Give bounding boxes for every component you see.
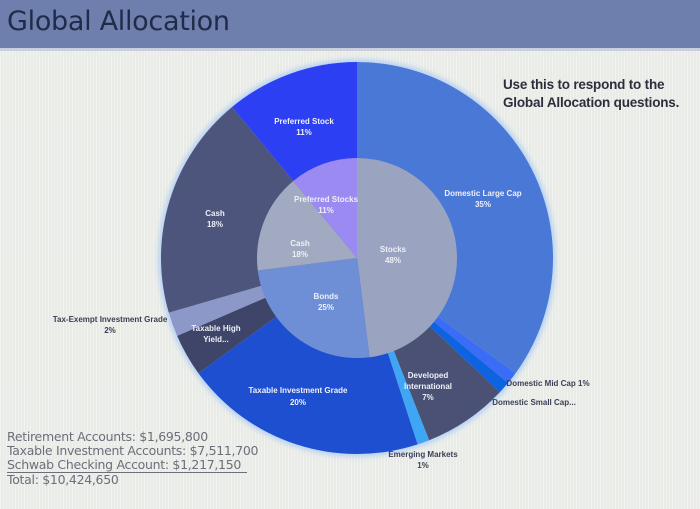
label-taxable-high-yield: Taxable High Yield...: [191, 324, 240, 344]
instruction-line-2: Global Allocation questions.: [503, 95, 680, 110]
svg-text:25%: 25%: [318, 303, 334, 312]
slice-stocks: [357, 158, 457, 358]
svg-text:1%: 1%: [417, 461, 429, 470]
svg-text:Tax-Exempt Investment Grade: Tax-Exempt Investment Grade: [53, 315, 168, 324]
label-cash-inner: Cash 18%: [290, 239, 310, 259]
svg-text:Cash: Cash: [205, 209, 225, 218]
svg-text:48%: 48%: [385, 256, 401, 265]
svg-text:Domestic Large Cap: Domestic Large Cap: [444, 189, 521, 198]
svg-text:Taxable Investment Grade: Taxable Investment Grade: [249, 386, 349, 395]
svg-text:Yield...: Yield...: [203, 335, 229, 344]
label-emerging-markets: Emerging Markets 1%: [388, 450, 458, 470]
svg-text:Preferred Stocks: Preferred Stocks: [294, 195, 359, 204]
inner-ring: [257, 158, 457, 358]
svg-text:Stocks: Stocks: [380, 245, 407, 254]
total-value: Total: $10,424,650: [7, 472, 119, 487]
svg-text:International: International: [404, 382, 452, 391]
label-stocks-inner: Stocks 48%: [380, 245, 407, 265]
label-bonds-inner: Bonds 25%: [314, 292, 339, 312]
svg-text:20%: 20%: [290, 398, 306, 407]
account-summary: Retirement Accounts: $1,695,800 Taxable …: [7, 430, 258, 487]
taxable-investment-accounts-value: Taxable Investment Accounts: $7,511,700: [7, 443, 259, 458]
schwab-checking-account-value: Schwab Checking Account: $1,217,150: [7, 458, 248, 473]
svg-text:7%: 7%: [422, 393, 434, 402]
slice-preferred-stocks: [293, 158, 357, 258]
svg-text:35%: 35%: [475, 200, 491, 209]
slice-domestic-large-cap: [357, 62, 553, 374]
svg-text:Cash: Cash: [290, 239, 310, 248]
svg-text:11%: 11%: [296, 128, 312, 137]
instruction-line-1: Use this to respond to the: [503, 77, 665, 92]
label-cash-outer: Cash 18%: [205, 209, 225, 229]
svg-text:Domestic Mid Cap 1%: Domestic Mid Cap 1%: [506, 379, 589, 388]
slice-bonds: [257, 258, 370, 358]
svg-text:11%: 11%: [318, 206, 334, 215]
svg-text:Preferred Stock: Preferred Stock: [274, 117, 334, 126]
page-title: Global Allocation: [7, 6, 230, 37]
svg-text:Emerging Markets: Emerging Markets: [388, 450, 458, 459]
svg-text:18%: 18%: [292, 250, 308, 259]
svg-text:18%: 18%: [207, 220, 223, 229]
label-domestic-small-cap: Domestic Small Cap...: [492, 398, 576, 407]
label-domestic-mid-cap: Domestic Mid Cap 1%: [506, 379, 589, 388]
svg-text:Developed: Developed: [408, 371, 449, 380]
title-bar: Global Allocation: [0, 0, 700, 51]
svg-text:2%: 2%: [104, 326, 116, 335]
label-taxable-investment-grade: Taxable Investment Grade 20%: [249, 386, 349, 407]
label-preferred-stock: Preferred Stock 11%: [274, 117, 334, 137]
svg-text:Taxable High: Taxable High: [191, 324, 240, 333]
slice-cash: [257, 180, 357, 271]
svg-text:Domestic Small Cap...: Domestic Small Cap...: [492, 398, 576, 407]
label-developed-international: Developed International 7%: [404, 371, 452, 402]
label-domestic-large-cap: Domestic Large Cap 35%: [444, 189, 521, 209]
instruction-note: Use this to respond to the Global Alloca…: [503, 76, 693, 112]
svg-text:Bonds: Bonds: [314, 292, 339, 301]
label-tax-exempt-investment-grade: Tax-Exempt Investment Grade 2%: [53, 315, 168, 335]
label-preferred-stocks-inner: Preferred Stocks 11%: [294, 195, 359, 215]
retirement-accounts-value: Retirement Accounts: $1,695,800: [7, 429, 208, 444]
